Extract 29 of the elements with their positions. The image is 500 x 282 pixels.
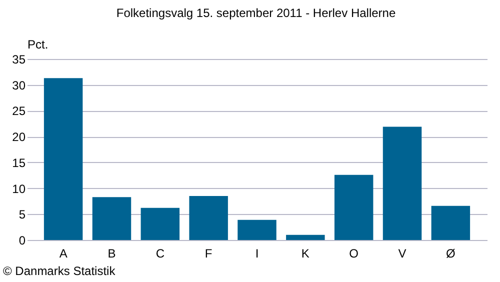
x-tick-label: C — [156, 246, 165, 260]
x-tick-label: B — [108, 246, 116, 260]
text: © Danmarks Statistik — [3, 264, 116, 278]
bar — [286, 234, 325, 240]
bar — [140, 208, 180, 240]
bar — [189, 196, 228, 240]
y-axis-title: Pct. — [28, 38, 48, 52]
bar — [92, 197, 132, 240]
x-tick-label: I — [255, 246, 259, 260]
x-tick-label: F — [204, 246, 212, 260]
y-tick-label: 0 — [18, 234, 26, 248]
x-tick-label: K — [301, 246, 310, 260]
bar — [44, 78, 83, 240]
chart-title: Folketingsvalg 15. september 2011 - Herlev Hallerne — [116, 6, 396, 20]
y-tick-label: 25 — [12, 104, 26, 118]
y-tick-label: 35 — [12, 52, 26, 66]
x-tick-label: V — [398, 246, 406, 260]
bar — [431, 206, 470, 240]
y-tick-label: 15 — [12, 156, 26, 170]
y-tick-label: 5 — [18, 208, 26, 222]
bar — [382, 126, 422, 240]
x-tick-label: O — [349, 246, 359, 260]
x-tick-label: Ø — [446, 246, 456, 260]
bar — [238, 220, 276, 240]
x-tick-label: A — [59, 246, 68, 260]
bar — [334, 174, 374, 240]
y-tick-label: 30 — [12, 78, 26, 92]
y-tick-label: 10 — [12, 182, 26, 196]
y-tick-label: 20 — [12, 130, 26, 144]
